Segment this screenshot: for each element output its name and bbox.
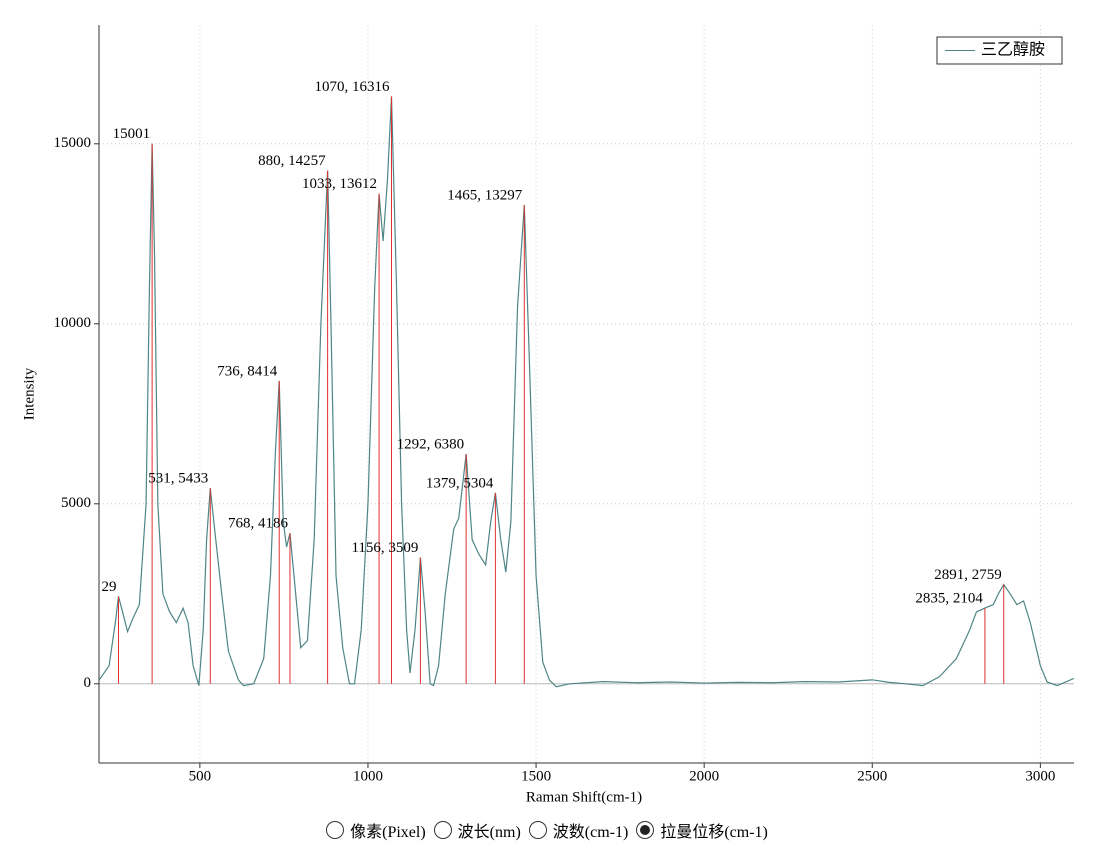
- peak-label: 1379, 5304: [426, 475, 494, 491]
- chart: Raman Shift(cm-1) Intensity 500 1000 1500 2…: [21, 25, 1074, 805]
- radio-label: 波长(nm): [457, 824, 521, 841]
- legend-label: 三乙醇胺: [981, 41, 1045, 59]
- plot-area: 29 15001 531, 5433 736, 8414 768, 4186 880, 1…: [99, 79, 1074, 688]
- radio-button[interactable]: [636, 821, 655, 839]
- radio-label: 波数(cm-1): [552, 824, 629, 841]
- peak-label: 2891, 2759: [934, 567, 1002, 583]
- y-tick-label: 15000: [54, 135, 92, 151]
- peak-label: 29: [102, 579, 117, 595]
- x-tick-label: 3000: [1025, 768, 1055, 784]
- y-tick-label: 5000: [61, 495, 91, 511]
- peak-label: 736, 8414: [217, 363, 278, 379]
- peak-label: 880, 14257: [258, 153, 326, 169]
- y-tick-label: 10000: [54, 315, 92, 331]
- radio-label: 拉曼位移(cm-1): [660, 824, 768, 841]
- radio-button[interactable]: [326, 821, 345, 839]
- peak-label: 1465, 13297: [447, 188, 523, 204]
- spectrum-line: [99, 96, 1074, 688]
- x-tick-label: 2000: [689, 768, 719, 784]
- peak-label: 1070, 16316: [315, 79, 391, 95]
- peak-label: 1033, 13612: [302, 176, 377, 192]
- x-tick-label: 500: [189, 768, 212, 784]
- x-tick-label: 2500: [857, 768, 887, 784]
- peak-label: 531, 5433: [148, 471, 208, 487]
- radio-option[interactable]: 波长(nm): [433, 818, 521, 842]
- x-tick-label: 1500: [521, 768, 551, 784]
- radio-option[interactable]: 拉曼位移(cm-1): [636, 818, 768, 842]
- radio-button[interactable]: [528, 821, 547, 839]
- radio-button[interactable]: [433, 821, 452, 839]
- peak-label: 1292, 6380: [397, 437, 465, 453]
- peak-label: 2835, 2104: [915, 590, 983, 606]
- radio-group: 像素(Pixel) 波长(nm) 波数(cm-1) 拉曼位移(cm-1): [0, 818, 1094, 842]
- radio-option[interactable]: 波数(cm-1): [528, 818, 629, 842]
- radio-label: 像素(Pixel): [350, 824, 426, 841]
- peak-label: 1156, 3509: [351, 540, 418, 556]
- y-axis-label: Intensity: [21, 367, 37, 420]
- x-axis-label: Raman Shift(cm-1): [526, 789, 642, 805]
- x-tick-label: 1000: [353, 768, 383, 784]
- y-tick-label: 0: [84, 675, 92, 691]
- peak-label: 768, 4186: [228, 516, 289, 532]
- radio-option[interactable]: 像素(Pixel): [326, 818, 426, 842]
- peak-label: 15001: [113, 126, 151, 142]
